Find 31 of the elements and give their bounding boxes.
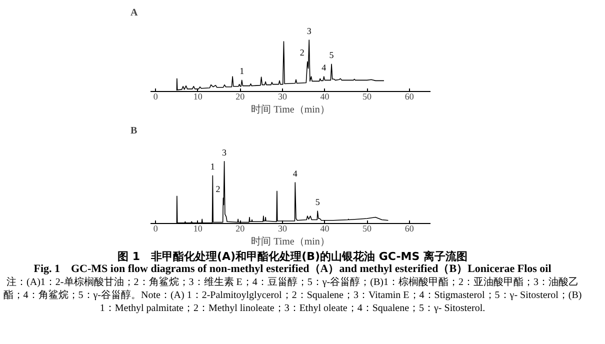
x-tick-label: 30: [278, 92, 288, 102]
x-tick-label: 20: [236, 92, 246, 102]
annotation: 3: [222, 147, 228, 158]
x-axis-title: 时间 Time（min）: [251, 104, 330, 116]
annotation: 5: [315, 197, 320, 208]
x-tick-label: 50: [362, 92, 372, 102]
annotation: 5: [329, 50, 334, 60]
x-tick-label: 40: [320, 224, 330, 234]
x-tick-label: 50: [362, 224, 372, 234]
x-tick-label: 0: [153, 92, 158, 102]
text: 注：(A)1：2-单棕榈酸甘油；2：角鲨烷；3：维生素 E；4：豆甾醇；5：γ-谷甾醇；(B)1：棕榈酸甲酯；2：亚油酸甲酯；3：油酸乙酯；4：角鲨烷；5：γ-谷甾醇。Note：(A) 1：2-Palmitoylglycerol；2：Squalene；3：Vitamin E；4：Stigmasterol；5：γ- Sitosterol；(B) 1：Methyl palmitate；2：Methyl linoleate；3：Ethyl oleate；4：Squalene；5：γ- Sitosterol.: [2, 276, 583, 315]
annotation: 1: [210, 162, 215, 172]
x-tick-label: 0: [153, 224, 158, 234]
x-tick-label: 30: [278, 224, 288, 234]
annotation: 2: [300, 48, 304, 58]
x-tick-label: 60: [404, 224, 414, 234]
x-tick-label: 10: [193, 224, 203, 234]
x-tick-label: 40: [320, 92, 330, 102]
caption: Fig. 1 GC-MS ion flow diagrams of non-methyl esterified（A）and methyl esterified（B）Lonicerae Flos oil: [34, 263, 552, 276]
annotation: 1: [240, 66, 244, 76]
chart-title: B: [130, 126, 138, 136]
x-tick-label: 60: [404, 92, 414, 102]
x-axis-title: 时间 Time（min）: [251, 236, 330, 248]
x-tick-label: 20: [236, 224, 246, 234]
annotation: 4: [322, 62, 327, 73]
annotation: 3: [306, 26, 312, 36]
caption: 图 1 非甲酯化处理(A)和甲酯化处理(B)的山银花油 GC-MS 离子流图: [118, 250, 468, 263]
x-tick-label: 10: [193, 92, 203, 102]
annotation: 2: [216, 184, 220, 194]
chart-title: A: [130, 8, 138, 18]
annotation: 4: [292, 168, 298, 178]
